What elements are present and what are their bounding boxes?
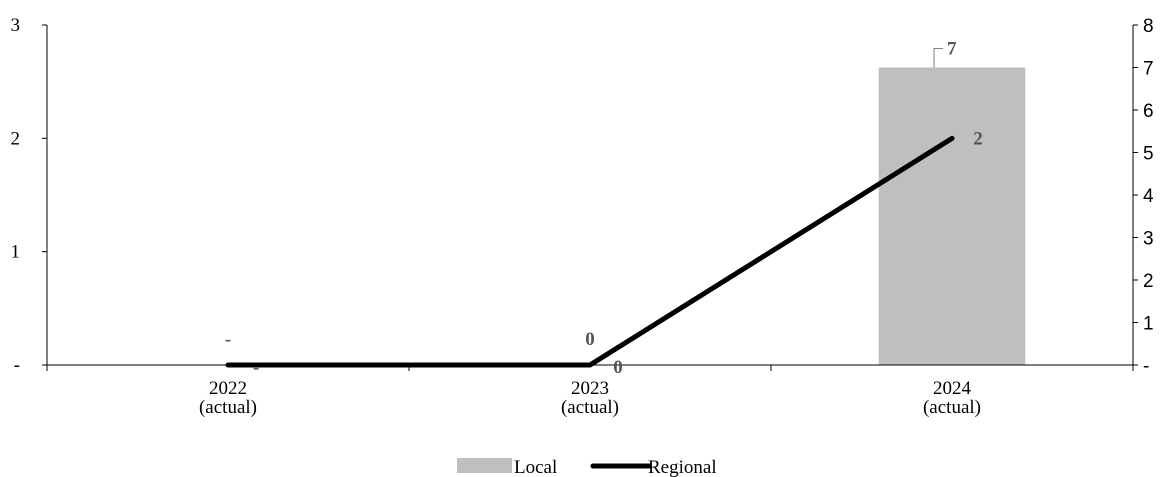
x-tick-label-1-line1: 2023 bbox=[571, 378, 609, 399]
bar-label-0: - bbox=[253, 357, 259, 378]
bar-label-leader-2 bbox=[933, 48, 943, 68]
y-right-tick-label-5: 5 bbox=[1143, 144, 1154, 165]
line-regional bbox=[225, 135, 955, 368]
bar-label-2: 7 bbox=[947, 39, 957, 60]
data-labels: - 0 7 - 0 2 bbox=[225, 39, 983, 379]
y-right-tick-label-8: 8 bbox=[1143, 16, 1154, 37]
x-tick-label-0-line1: 2022 bbox=[209, 378, 247, 399]
line-label-0: - bbox=[225, 329, 231, 350]
line-label-2: 2 bbox=[973, 128, 983, 149]
x-tick-label-0-line2: (actual) bbox=[199, 397, 257, 418]
line-label-1: 0 bbox=[585, 329, 595, 350]
y-right-tick-label-4: 4 bbox=[1143, 186, 1154, 207]
bar-series-local bbox=[878, 67, 1026, 365]
y-left-tick-label-0: - bbox=[14, 355, 20, 376]
legend: Local Regional bbox=[457, 457, 717, 477]
x-tick-label-2-line1: 2024 bbox=[933, 378, 972, 399]
y-left-tick-label-1: 1 bbox=[11, 242, 21, 263]
legend-label-regional: Regional bbox=[648, 457, 717, 477]
y-right-tick-label-7: 7 bbox=[1143, 59, 1154, 80]
legend-swatch-local bbox=[457, 458, 512, 473]
y-right-tick-label-0: - bbox=[1143, 356, 1149, 377]
y-right-tick-label-6: 6 bbox=[1143, 101, 1154, 122]
y-right-tick-label-1: 1 bbox=[1143, 314, 1154, 335]
y-right-tick-label-2: 2 bbox=[1143, 271, 1154, 292]
x-tick-label-2-line2: (actual) bbox=[923, 397, 981, 418]
y-left-tick-label-3: 3 bbox=[11, 15, 21, 36]
bar-2 bbox=[878, 67, 1026, 365]
x-tick-label-1-line2: (actual) bbox=[561, 397, 619, 418]
bar-label-1: 0 bbox=[613, 357, 623, 378]
y-right-tick-label-3: 3 bbox=[1143, 229, 1154, 250]
legend-label-local: Local bbox=[514, 457, 557, 477]
y-left-tick-label-2: 2 bbox=[11, 128, 21, 149]
line-series-regional bbox=[225, 135, 955, 368]
